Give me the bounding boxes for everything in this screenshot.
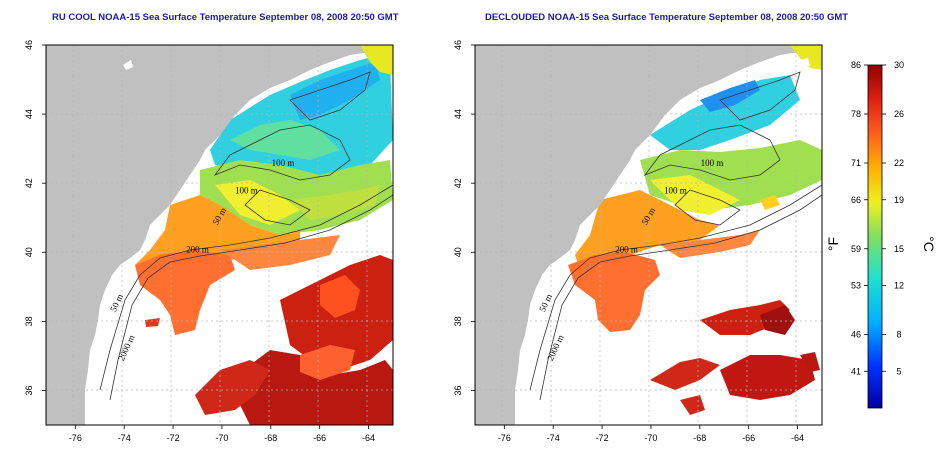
land-mass xyxy=(46,45,393,425)
lat-tick-label: 46 xyxy=(453,40,463,50)
fahrenheit-tick-label: 66 xyxy=(851,195,861,205)
lon-tick-label: -64 xyxy=(362,433,375,443)
fahrenheit-unit-label: °F xyxy=(825,237,841,251)
contour-depth-label: 100 m xyxy=(664,186,687,196)
graticule xyxy=(475,45,822,425)
contour-depth-label: 200 m xyxy=(186,244,209,254)
land-mass xyxy=(475,45,822,425)
lat-tick-label: 38 xyxy=(453,316,463,326)
bathymetry-contours xyxy=(99,71,393,401)
lon-tick-label: -72 xyxy=(596,433,609,443)
lon-tick-label: -70 xyxy=(644,433,657,443)
lon-tick-label: -68 xyxy=(264,433,277,443)
contour-depth-label: 200 m xyxy=(615,244,638,254)
celsius-tick-label: 15 xyxy=(894,244,904,254)
fahrenheit-tick-label: 71 xyxy=(851,158,861,168)
lon-tick-label: -64 xyxy=(791,433,804,443)
lat-tick-label: 44 xyxy=(453,109,463,119)
lat-tick-label: 42 xyxy=(24,178,34,188)
celsius-tick-label: 19 xyxy=(894,195,904,205)
celsius-tick-label: 8 xyxy=(896,330,901,340)
lat-tick-label: 46 xyxy=(24,40,34,50)
contour-depth-label: 100 m xyxy=(235,186,258,196)
lon-tick-label: -66 xyxy=(313,433,326,443)
map-frame xyxy=(45,44,394,426)
lon-tick-label: -68 xyxy=(693,433,706,443)
sst-field xyxy=(135,55,393,425)
celsius-tick-label: 5 xyxy=(896,366,901,376)
lat-tick-label: 40 xyxy=(24,247,34,257)
fahrenheit-tick-label: 41 xyxy=(851,366,861,376)
lon-tick-label: -74 xyxy=(547,433,560,443)
lon-tick-label: -74 xyxy=(118,433,131,443)
sst-field xyxy=(568,75,822,415)
right-panel-title: DECLOUDED NOAA-15 Sea Surface Temperatur… xyxy=(485,12,849,23)
celsius-tick-label: 26 xyxy=(894,109,904,119)
lat-tick-label: 42 xyxy=(453,178,463,188)
contour-depth-label: 100 m xyxy=(701,158,724,168)
fahrenheit-tick-label: 53 xyxy=(851,281,861,291)
lon-tick-label: -66 xyxy=(742,433,755,443)
fahrenheit-tick-label: 59 xyxy=(851,244,861,254)
bathymetry-contours xyxy=(529,71,822,401)
map-frame xyxy=(474,44,823,426)
graticule xyxy=(46,45,393,425)
temperature-colorbar: °F °C 86 30 78 26 71 22 66 19 59 15 53 12 46 8 41 5 xyxy=(825,60,937,409)
lat-tick-label: 36 xyxy=(24,385,34,395)
lat-tick-label: 40 xyxy=(453,247,463,257)
celsius-tick-label: 12 xyxy=(894,281,904,291)
lon-tick-label: -76 xyxy=(69,433,82,443)
fahrenheit-tick-label: 78 xyxy=(851,109,861,119)
fahrenheit-tick-label: 86 xyxy=(851,60,861,70)
celsius-unit-label: °C xyxy=(921,236,937,252)
axis-ticks: -76 -74 -72 -70 -68 -66 -64 36 38 40 42 44 46 -76 -74 -… xyxy=(24,40,804,443)
lon-tick-label: -72 xyxy=(167,433,180,443)
left-panel-title: RU COOL NOAA-15 Sea Surface Temperature … xyxy=(52,12,399,23)
lat-tick-label: 36 xyxy=(453,385,463,395)
lon-tick-label: -70 xyxy=(215,433,228,443)
colorbar-gradient xyxy=(867,64,883,409)
lat-tick-label: 44 xyxy=(24,109,34,119)
lat-tick-label: 38 xyxy=(24,316,34,326)
fahrenheit-tick-label: 46 xyxy=(851,330,861,340)
lon-tick-label: -76 xyxy=(498,433,511,443)
right-sst-map xyxy=(474,44,823,426)
left-sst-map xyxy=(45,44,394,426)
celsius-tick-label: 30 xyxy=(894,60,904,70)
celsius-tick-label: 22 xyxy=(894,158,904,168)
contour-depth-label: 100 m xyxy=(272,158,295,168)
